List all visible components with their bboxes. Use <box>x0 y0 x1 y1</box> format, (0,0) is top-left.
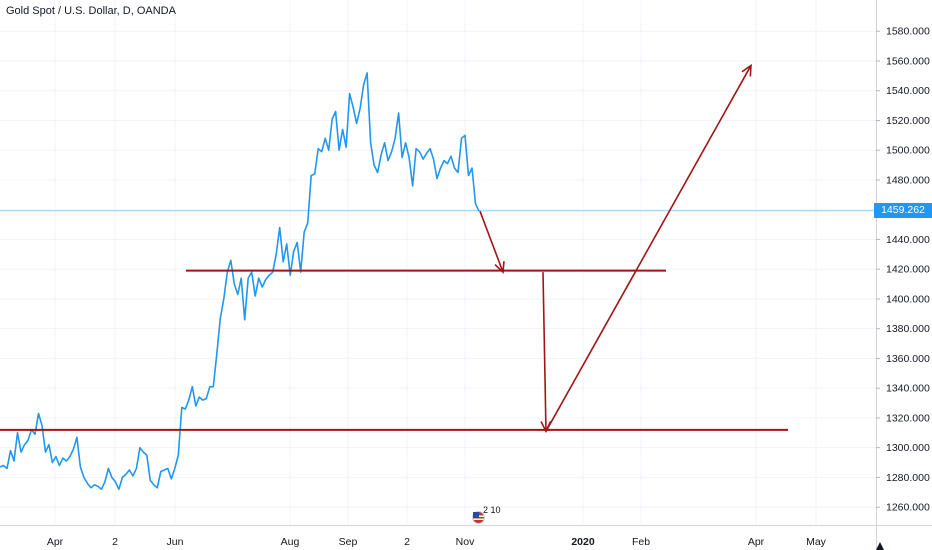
x-tick-label: Jun <box>167 536 184 548</box>
y-tick-label: 1580.000 <box>886 26 930 38</box>
x-tick-label: May <box>806 536 827 548</box>
y-tick-label: 1280.000 <box>886 472 930 484</box>
y-tick-label: 1320.000 <box>886 412 930 424</box>
y-tick-label: 1340.000 <box>886 383 930 395</box>
y-tick-label: 1540.000 <box>886 85 930 97</box>
y-tick-label: 1260.000 <box>886 502 930 514</box>
x-tick-label: 2 <box>112 536 118 548</box>
y-tick-label: 1360.000 <box>886 353 930 365</box>
last-price-tag: 1459.262 <box>874 203 932 219</box>
projection-arrow-3 <box>545 65 752 432</box>
y-tick-label: 1440.000 <box>886 234 930 246</box>
y-tick-label: 1520.000 <box>886 115 930 127</box>
x-tick-label: 2 <box>404 536 410 548</box>
x-tick-label: Apr <box>47 536 64 548</box>
price-series-line <box>0 72 480 491</box>
y-tick-label: 1560.000 <box>886 55 930 67</box>
x-tick-label: Nov <box>456 536 475 548</box>
y-tick-label: 1480.000 <box>886 174 930 186</box>
y-tick-label: 1420.000 <box>886 264 930 276</box>
x-tick-label: 2020 <box>571 536 595 548</box>
projection-arrow-1-head <box>494 261 505 274</box>
events-count: 2 10 <box>483 505 501 515</box>
projection-arrow-1 <box>479 210 504 273</box>
y-tick-label: 1400.000 <box>886 293 930 305</box>
chart-title: Gold Spot / U.S. Dollar, D, OANDA <box>6 5 176 17</box>
y-tick-label: 1500.000 <box>886 145 930 157</box>
y-tick-label: 1380.000 <box>886 323 930 335</box>
x-tick-label: Apr <box>748 536 765 548</box>
x-tick-label: Aug <box>281 536 300 548</box>
y-tick-label: 1300.000 <box>886 442 930 454</box>
projection-arrow-3-head <box>741 63 752 77</box>
cursor-icon <box>876 542 884 550</box>
events-badge[interactable]: 2 10 <box>472 505 506 525</box>
projection-arrow-2 <box>542 272 547 432</box>
x-tick-label: Sep <box>339 536 358 548</box>
x-tick-label: Feb <box>632 536 650 548</box>
us-flag-icon <box>472 511 485 524</box>
